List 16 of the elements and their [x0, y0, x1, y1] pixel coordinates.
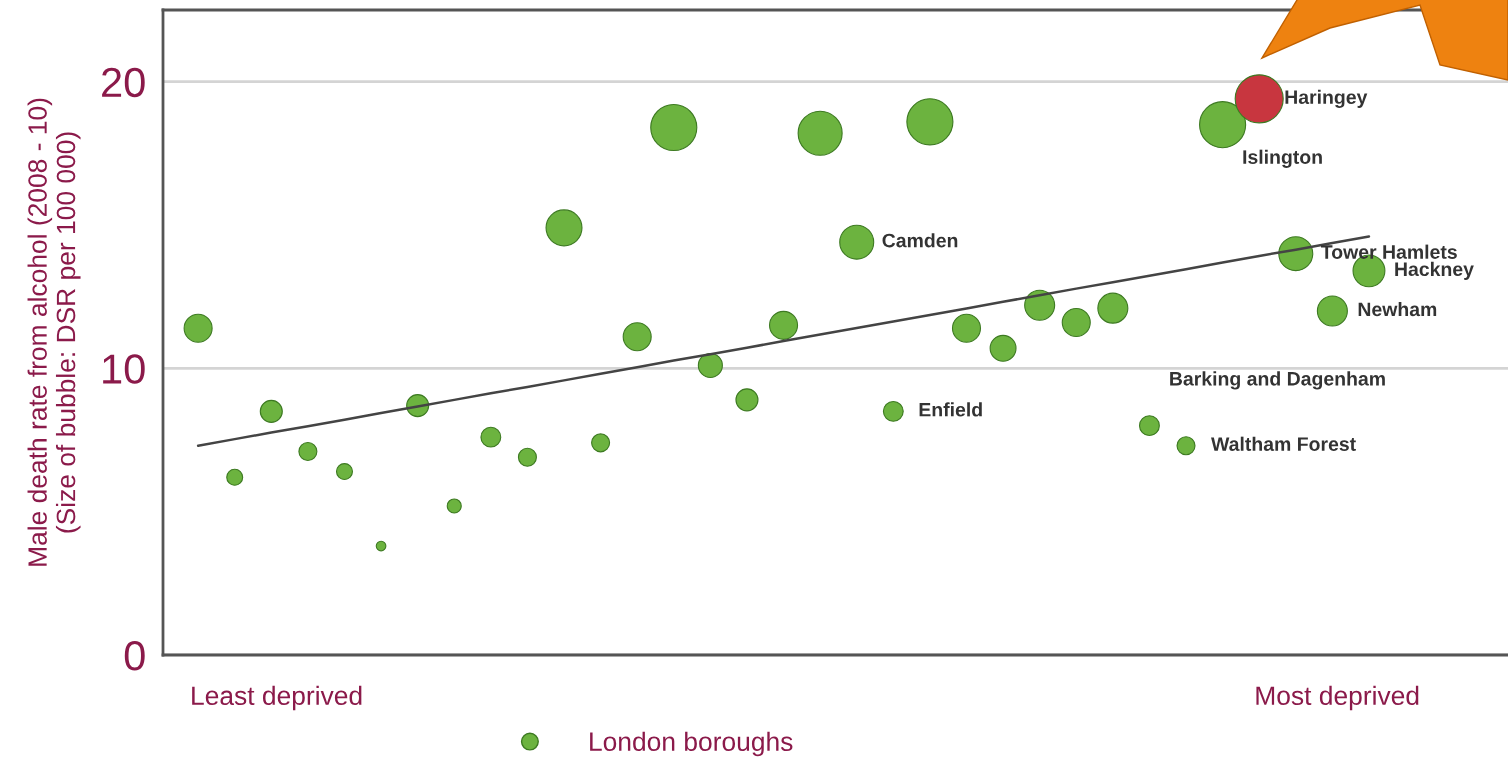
y-tick-label: 10: [103, 354, 145, 384]
data-label: Barking and Dagenham: [1170, 371, 1385, 390]
data-label: Newham: [1358, 301, 1437, 317]
data-label: Waltham Forest: [1211, 436, 1356, 451]
data-label: Hackney: [1395, 261, 1474, 280]
data-label: Enfield: [919, 402, 982, 417]
data-label: Haringey: [1285, 89, 1368, 108]
y-tick-label: 20: [102, 67, 145, 98]
legend-label: London boroughs: [590, 731, 793, 757]
text: Most deprived: [1256, 685, 1419, 711]
data-label: Tower Hamlets: [1321, 244, 1457, 259]
y-axis-title: Male death rate from alcohol (2008 - 10) (Size of bubble: DSR per 100 000): [27, 98, 81, 566]
data-label: Camden: [882, 233, 958, 248]
text: Least deprived: [192, 685, 362, 711]
data-label: Islington: [1243, 149, 1322, 168]
y-tick-label: 0: [124, 641, 145, 671]
